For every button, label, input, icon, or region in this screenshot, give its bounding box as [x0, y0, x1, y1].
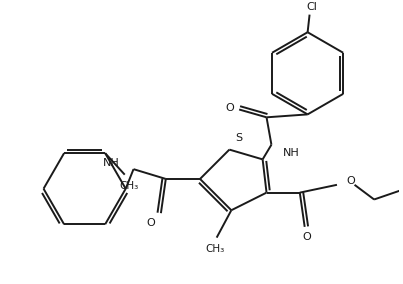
Text: O: O [147, 218, 156, 228]
Text: O: O [347, 176, 355, 186]
Text: CH₃: CH₃ [205, 244, 224, 254]
Text: Cl: Cl [306, 2, 317, 12]
Text: CH₃: CH₃ [119, 181, 138, 191]
Text: S: S [236, 133, 243, 143]
Text: NH: NH [103, 158, 120, 168]
Text: O: O [225, 103, 234, 112]
Text: O: O [302, 232, 311, 242]
Text: NH: NH [283, 147, 300, 158]
